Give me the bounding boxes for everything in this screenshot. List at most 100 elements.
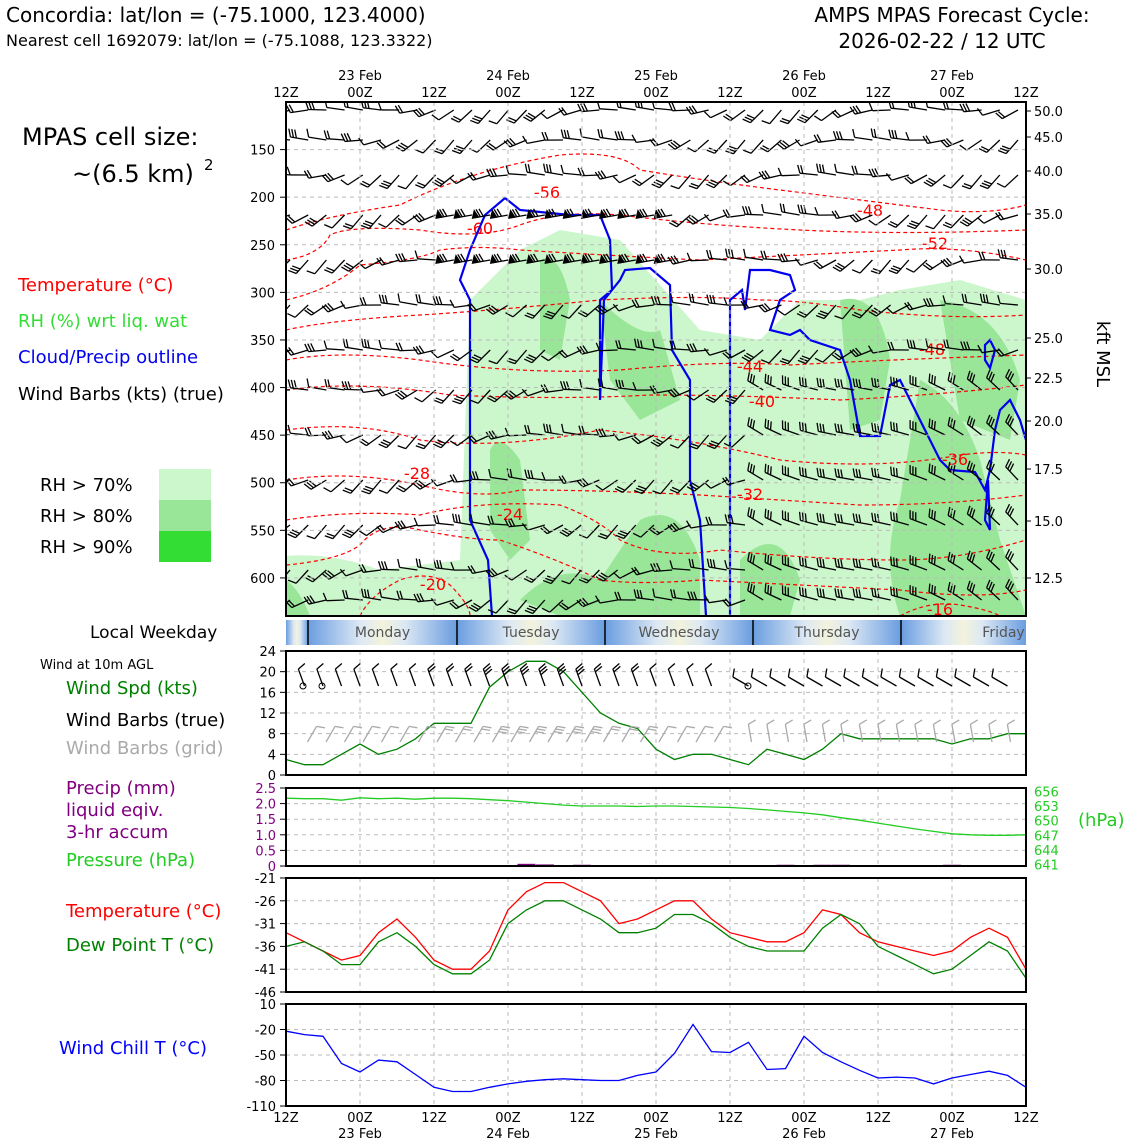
wind-barb bbox=[986, 369, 1001, 391]
wind-barb bbox=[361, 588, 382, 601]
pressure-tick-label: 250 bbox=[250, 239, 275, 254]
wind-barb bbox=[781, 510, 800, 526]
wind-barb bbox=[972, 668, 990, 687]
wind-barb bbox=[467, 302, 491, 312]
wind-barb bbox=[806, 668, 823, 687]
wind-barb bbox=[986, 579, 1001, 601]
wind-barb bbox=[670, 174, 691, 190]
wind-barb bbox=[377, 560, 400, 571]
wind-barb bbox=[468, 470, 491, 481]
wind-barb bbox=[287, 569, 309, 584]
weekday-cell bbox=[286, 620, 308, 645]
wind-barb bbox=[978, 139, 1001, 153]
wind-barb bbox=[431, 109, 455, 121]
wind-barb bbox=[306, 524, 327, 540]
isotherms bbox=[286, 153, 1026, 616]
wind-barb bbox=[890, 511, 909, 526]
top-date-label: 23 Feb bbox=[338, 69, 382, 84]
wind-barb bbox=[870, 128, 891, 141]
wind-barb bbox=[747, 719, 757, 743]
wind-barb bbox=[395, 139, 418, 152]
wind-barb bbox=[594, 595, 618, 604]
wind-barb bbox=[453, 208, 473, 219]
wind-barb bbox=[669, 434, 691, 449]
precip-bar bbox=[517, 863, 536, 866]
wind-barb bbox=[544, 208, 564, 219]
wind-barb bbox=[713, 725, 733, 743]
wind-barb bbox=[935, 668, 953, 687]
top-time-label: 12Z bbox=[569, 86, 595, 101]
panel-frame bbox=[285, 877, 1027, 993]
weekday-label: Thursday bbox=[793, 625, 859, 641]
height-tick-label: 20.0 bbox=[1034, 415, 1063, 430]
wind-barb bbox=[560, 304, 582, 319]
wind-barb bbox=[686, 479, 710, 492]
wind-barb bbox=[450, 109, 473, 123]
wind-barb bbox=[322, 592, 345, 602]
wind-barb bbox=[577, 103, 600, 113]
y-tick-label: 1.0 bbox=[255, 829, 276, 844]
isotherm-line bbox=[286, 426, 1026, 465]
wind-barb bbox=[995, 348, 1019, 357]
wind-barb bbox=[359, 296, 382, 306]
wind-barb bbox=[760, 250, 782, 261]
wind-barb bbox=[445, 663, 455, 687]
wind-barb bbox=[796, 109, 819, 124]
wind-barb bbox=[750, 668, 768, 687]
wind-barb bbox=[612, 303, 637, 312]
wind-barb bbox=[797, 164, 818, 176]
wind-barb bbox=[650, 295, 673, 306]
wind-barb bbox=[633, 589, 655, 601]
wind-barb bbox=[705, 174, 728, 189]
wind-barb bbox=[376, 387, 400, 397]
wind-barb bbox=[815, 304, 837, 320]
wind-barb bbox=[395, 342, 418, 352]
wind-barb bbox=[488, 349, 509, 365]
wind-barb bbox=[631, 566, 655, 576]
upper-air-wind-barbs bbox=[286, 102, 1019, 615]
top-time-label: 12Z bbox=[1013, 86, 1039, 101]
wind-barb bbox=[951, 719, 960, 743]
wind-barb bbox=[412, 212, 436, 223]
cell-subtitle: Nearest cell 1692079: lat/lon = (-75.108… bbox=[6, 31, 433, 50]
wind-barb bbox=[360, 102, 382, 111]
wind-barb bbox=[978, 251, 1000, 261]
wind-barb bbox=[761, 109, 782, 125]
height-axis-label: kft MSL bbox=[1092, 321, 1113, 387]
wind-barb bbox=[923, 174, 946, 187]
wind-barb bbox=[816, 422, 837, 436]
pressure-axis: 150 200 250 300 350 400 450 500 550 600 bbox=[250, 144, 286, 587]
pressure-tick-label: 650 bbox=[1034, 815, 1059, 830]
wind-barb bbox=[653, 208, 673, 219]
bottom-time-label: 12Z bbox=[1013, 1111, 1039, 1126]
wind10-plot: 0 4 8 12 16 20 24 bbox=[259, 645, 1027, 784]
wind-barb bbox=[378, 214, 400, 228]
precip-label: Precip (mm) bbox=[66, 778, 176, 799]
wind-barb bbox=[831, 210, 855, 220]
isotherm-line bbox=[286, 296, 1026, 331]
wind-barb bbox=[377, 102, 400, 111]
wind-barb bbox=[339, 568, 364, 577]
wind-barb bbox=[306, 128, 327, 141]
wind-barb bbox=[614, 479, 637, 493]
pressure-tick-label: 641 bbox=[1034, 859, 1059, 874]
wind-barb bbox=[954, 668, 971, 687]
wind-barb bbox=[940, 257, 964, 268]
top-date-label: 27 Feb bbox=[930, 69, 974, 84]
wind-barb bbox=[898, 668, 916, 687]
weekday-cell bbox=[901, 620, 1026, 645]
cycle-title: 2026-02-22 / 12 UTC bbox=[838, 29, 1045, 53]
bottom-date-label: 26 Feb bbox=[782, 1127, 826, 1140]
wind-barb bbox=[558, 107, 582, 116]
wind-barb bbox=[959, 139, 982, 151]
wind-barb bbox=[397, 174, 418, 190]
wind-barb bbox=[639, 725, 659, 743]
wind-barb bbox=[454, 725, 474, 743]
isotherm-line bbox=[286, 354, 1026, 372]
wind-barb bbox=[943, 339, 964, 351]
wind-barb bbox=[469, 349, 491, 364]
wind-barb bbox=[813, 259, 837, 270]
wind-barb bbox=[361, 338, 382, 351]
wind-barb bbox=[524, 599, 546, 615]
wind-barb bbox=[361, 479, 382, 495]
